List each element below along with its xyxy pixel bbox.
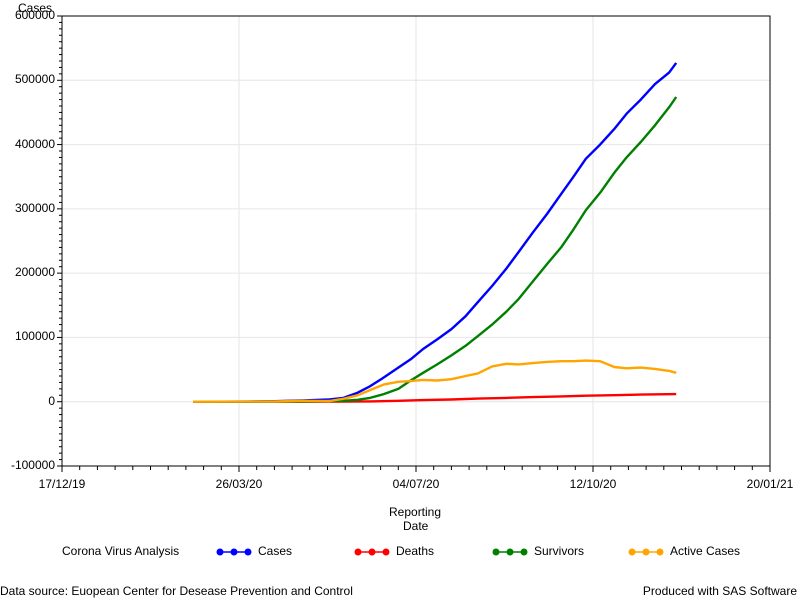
- y-tick-label: 400000: [14, 136, 55, 151]
- y-tick-label: 300000: [14, 200, 55, 215]
- legend-swatch: [628, 548, 664, 556]
- legend-title: Corona Virus Analysis: [62, 544, 180, 558]
- series-lines: [192, 62, 678, 403]
- x-tick-label: 20/01/21: [746, 477, 794, 491]
- y-axis-title: Cases: [18, 1, 53, 15]
- legend-label: Deaths: [396, 544, 435, 558]
- legend-swatch: [216, 548, 252, 556]
- legend-label: Survivors: [534, 544, 585, 558]
- series-line-active-cases: [192, 359, 677, 403]
- x-tick-label: 26/03/20: [215, 477, 263, 491]
- y-tick-label: 500000: [14, 72, 55, 87]
- grid-lines: [62, 16, 770, 466]
- data-source-note: Data source: Euopean Center for Desease …: [0, 584, 353, 598]
- x-tick-label: 17/12/19: [38, 477, 86, 491]
- legend: Corona Virus Analysis Cases Deaths Survivo…: [62, 544, 782, 562]
- produced-with-note: Produced with SAS Software: [642, 584, 797, 598]
- series-line-cases: [193, 62, 678, 403]
- x-axis-title-line2: Date: [403, 519, 429, 533]
- legend-label: Active Cases: [670, 544, 741, 558]
- legend-swatch: [492, 548, 528, 556]
- axis-ticks: [57, 15, 771, 472]
- y-tick-label: -100000: [10, 458, 55, 472]
- series-line-survivors: [193, 96, 678, 403]
- x-tick-label: 04/07/20: [392, 477, 440, 491]
- y-tick-label: 100000: [14, 329, 55, 344]
- y-tick-label: 0: [48, 393, 55, 408]
- legend-label: Cases: [258, 544, 293, 558]
- legend-swatch: [354, 548, 390, 556]
- y-tick-label: 600000: [14, 8, 55, 22]
- x-axis-title-line1: Reporting: [389, 505, 442, 519]
- y-tick-label: 200000: [14, 265, 55, 280]
- x-tick-label: 12/10/20: [569, 477, 617, 491]
